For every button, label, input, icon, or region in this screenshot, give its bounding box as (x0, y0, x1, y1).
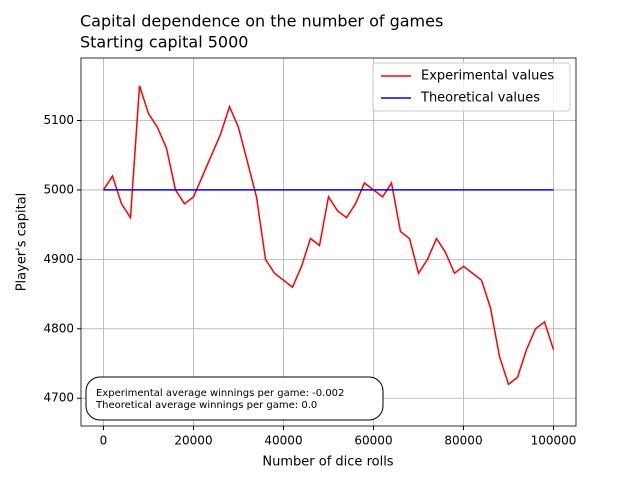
y-tick-label: 4900 (43, 252, 74, 266)
x-axis-label: Number of dice rolls (262, 455, 393, 470)
legend-label: Theoretical values (420, 91, 540, 106)
x-tick-label: 60000 (354, 434, 392, 448)
y-tick-label: 4800 (43, 321, 74, 335)
legend-box (372, 62, 571, 112)
chart-title: Capital dependence on the number of game… (80, 12, 443, 31)
x-tick-label: 80000 (444, 434, 482, 448)
x-tick-label: 20000 (174, 434, 212, 448)
x-tick-label: 40000 (264, 434, 302, 448)
y-tick-label: 4700 (43, 391, 74, 405)
legend-label: Experimental values (421, 69, 554, 84)
x-tick-label: 0 (100, 434, 108, 448)
x-tick-label: 100000 (531, 434, 577, 448)
annotation-box (85, 376, 384, 421)
plot-frame (80, 57, 577, 427)
y-tick-label: 5000 (43, 182, 74, 196)
y-tick-label: 5100 (43, 113, 74, 127)
y-axis-label: Player's capital (15, 193, 30, 292)
series-line (102, 85, 555, 386)
annotation: Theoretical average winnings per game: 0… (95, 400, 317, 411)
chart-subtitle: Starting capital 5000 (80, 33, 248, 52)
annotation: Experimental average winnings per game: … (96, 388, 344, 399)
